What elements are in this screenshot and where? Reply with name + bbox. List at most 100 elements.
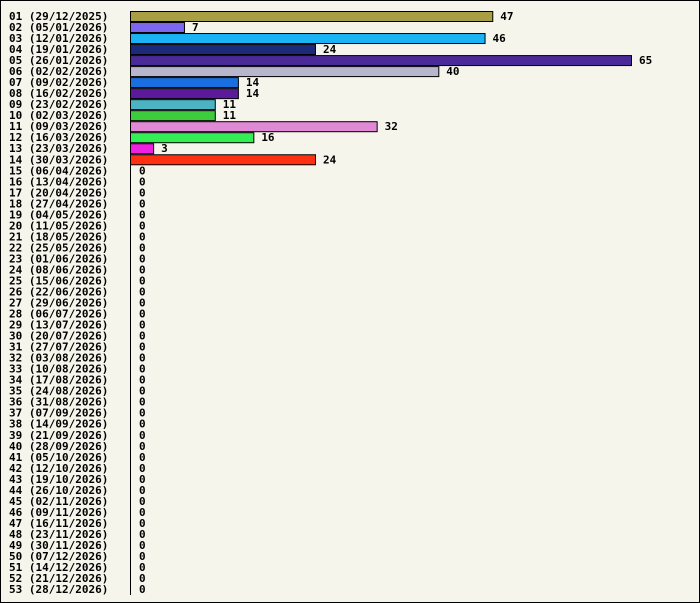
value-label: 0 <box>139 164 146 177</box>
bar <box>130 44 316 56</box>
category-label: 20 (11/05/2026) <box>9 219 108 232</box>
value-label: 0 <box>139 495 146 508</box>
bar <box>130 121 378 133</box>
category-label: 37 (07/09/2026) <box>9 407 108 420</box>
bar <box>130 22 185 34</box>
bar <box>130 11 494 22</box>
value-label: 14 <box>246 87 260 100</box>
category-label: 25 (15/06/2026) <box>9 274 108 287</box>
category-label: 06 (02/02/2026) <box>9 65 108 78</box>
category-label: 52 (21/12/2026) <box>9 572 108 585</box>
bar <box>130 132 255 144</box>
bar <box>130 143 155 155</box>
category-label: 49 (30/11/2026) <box>9 539 108 552</box>
category-label: 40 (28/09/2026) <box>9 440 108 453</box>
category-label: 30 (20/07/2026) <box>9 330 108 343</box>
value-label: 11 <box>223 109 237 122</box>
category-label: 46 (09/11/2026) <box>9 506 108 519</box>
value-label: 0 <box>139 297 146 310</box>
bar <box>130 33 486 45</box>
value-label: 32 <box>385 120 398 133</box>
category-label: 45 (02/11/2026) <box>9 495 108 508</box>
value-label: 16 <box>261 131 275 144</box>
category-label: 38 (14/09/2026) <box>9 418 108 431</box>
value-label: 0 <box>139 241 146 254</box>
category-label: 50 (07/12/2026) <box>9 550 108 563</box>
value-label: 0 <box>139 396 146 409</box>
value-label: 47 <box>500 10 513 23</box>
bar <box>130 88 239 100</box>
value-label: 14 <box>246 76 260 89</box>
value-label: 0 <box>139 252 146 265</box>
value-label: 0 <box>139 175 146 188</box>
value-label: 0 <box>139 517 146 530</box>
value-label: 0 <box>139 385 146 398</box>
category-label: 15 (06/04/2026) <box>9 164 108 177</box>
category-label: 11 (09/03/2026) <box>9 120 108 133</box>
value-label: 0 <box>139 484 146 497</box>
value-label: 11 <box>223 98 237 111</box>
bar <box>130 66 440 78</box>
value-label: 3 <box>161 142 168 155</box>
value-label: 0 <box>139 440 146 453</box>
category-label: 26 (22/06/2026) <box>9 286 108 299</box>
value-label: 0 <box>139 462 146 475</box>
value-label: 0 <box>139 197 146 210</box>
value-label: 0 <box>139 418 146 431</box>
category-label: 17 (20/04/2026) <box>9 186 108 199</box>
value-label: 0 <box>139 230 146 243</box>
category-label: 07 (09/02/2026) <box>9 76 108 89</box>
value-label: 0 <box>139 186 146 199</box>
bar <box>130 55 632 67</box>
category-label: 34 (17/08/2026) <box>9 374 108 387</box>
bar <box>130 154 316 166</box>
value-label: 0 <box>139 506 146 519</box>
category-label: 43 (19/10/2026) <box>9 473 108 486</box>
value-label: 0 <box>139 561 146 574</box>
category-label: 31 (27/07/2026) <box>9 341 108 354</box>
category-label: 09 (23/02/2026) <box>9 98 108 111</box>
category-label: 16 (13/04/2026) <box>9 175 108 188</box>
category-label: 18 (27/04/2026) <box>9 197 108 210</box>
value-label: 0 <box>139 473 146 486</box>
value-label: 24 <box>323 153 337 166</box>
category-label: 53 (28/12/2026) <box>9 583 108 596</box>
value-label: 0 <box>139 374 146 387</box>
category-label: 35 (24/08/2026) <box>9 385 108 398</box>
category-label: 13 (23/03/2026) <box>9 142 108 155</box>
value-label: 0 <box>139 451 146 464</box>
category-label: 28 (06/07/2026) <box>9 308 108 321</box>
category-label: 23 (01/06/2026) <box>9 252 108 265</box>
value-label: 0 <box>139 352 146 365</box>
value-label: 0 <box>139 583 146 596</box>
category-label: 03 (12/01/2026) <box>9 32 108 45</box>
value-label: 7 <box>192 21 199 34</box>
value-label: 0 <box>139 407 146 420</box>
category-label: 05 (26/01/2026) <box>9 54 108 67</box>
category-label: 22 (25/05/2026) <box>9 241 108 254</box>
category-label: 19 (04/05/2026) <box>9 208 108 221</box>
category-label: 51 (14/12/2026) <box>9 561 108 574</box>
value-label: 0 <box>139 274 146 287</box>
category-label: 21 (18/05/2026) <box>9 230 108 243</box>
bar <box>130 110 216 122</box>
category-label: 48 (23/11/2026) <box>9 528 108 541</box>
value-label: 46 <box>493 32 507 45</box>
value-label: 0 <box>139 263 146 276</box>
category-label: 33 (10/08/2026) <box>9 363 108 376</box>
value-label: 0 <box>139 208 146 221</box>
category-label: 12 (16/03/2026) <box>9 131 108 144</box>
value-label: 0 <box>139 429 146 442</box>
category-label: 41 (05/10/2026) <box>9 451 108 464</box>
value-label: 0 <box>139 219 146 232</box>
category-label: 29 (13/07/2026) <box>9 319 108 332</box>
category-label: 10 (02/03/2026) <box>9 109 108 122</box>
bar <box>130 77 239 89</box>
value-label: 0 <box>139 330 146 343</box>
value-label: 0 <box>139 286 146 299</box>
bar <box>130 99 216 111</box>
value-label: 0 <box>139 341 146 354</box>
value-label: 0 <box>139 363 146 376</box>
